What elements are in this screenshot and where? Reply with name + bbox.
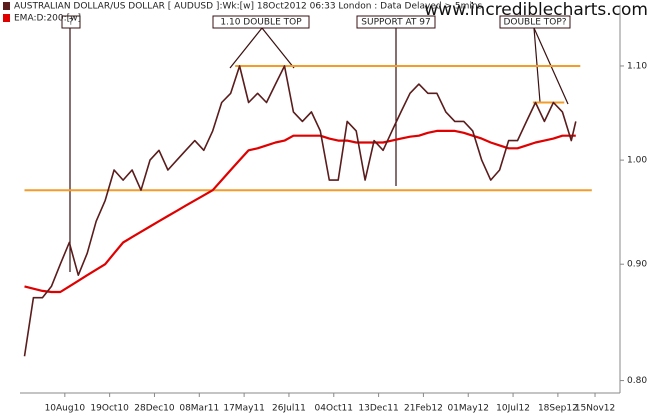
legend-swatch [3, 2, 10, 10]
x-tick-label: 10Aug10 [45, 404, 86, 414]
x-tick-label: 17May11 [223, 404, 265, 414]
legend-swatch [3, 14, 10, 22]
series-line [23, 65, 577, 357]
y-tick-label: 1.00 [627, 156, 647, 166]
x-tick-label: 19Oct10 [90, 404, 129, 414]
legend-label: AUSTRALIAN DOLLAR/US DOLLAR [ AUDUSD ]:W… [14, 2, 483, 12]
y-tick-label: 0.90 [627, 260, 647, 270]
annotation-boxes [61, 15, 571, 29]
x-tick-label: 15Nov12 [575, 404, 615, 414]
x-tick-label: 08Mar11 [179, 404, 219, 414]
annotation: SUPPORT AT 97 [361, 18, 430, 28]
annotation: ? [69, 18, 74, 28]
x-tick-label: 01May12 [447, 404, 489, 414]
y-tick-label: 1.10 [627, 61, 647, 71]
watermark: www.incrediblecharts.com [424, 0, 648, 20]
x-tick-label: 04Oct11 [315, 404, 353, 414]
x-tick-label: 13Dec11 [358, 404, 398, 414]
annotation: 1.10 DOUBLE TOP [220, 18, 302, 28]
x-tick-label: 21Feb12 [404, 404, 443, 414]
x-tick-label: 10Jul12 [496, 404, 530, 414]
x-tick-label: 28Dec10 [134, 404, 175, 414]
annotation: DOUBLE TOP? [503, 18, 566, 28]
x-tick-label: 18Sep12 [538, 404, 578, 414]
y-tick-label: 0.80 [627, 376, 647, 386]
legend-label: EMA:D:200:[w] [14, 14, 81, 24]
x-tick-label: 26Jul11 [272, 404, 306, 414]
series-line [24, 129, 576, 294]
